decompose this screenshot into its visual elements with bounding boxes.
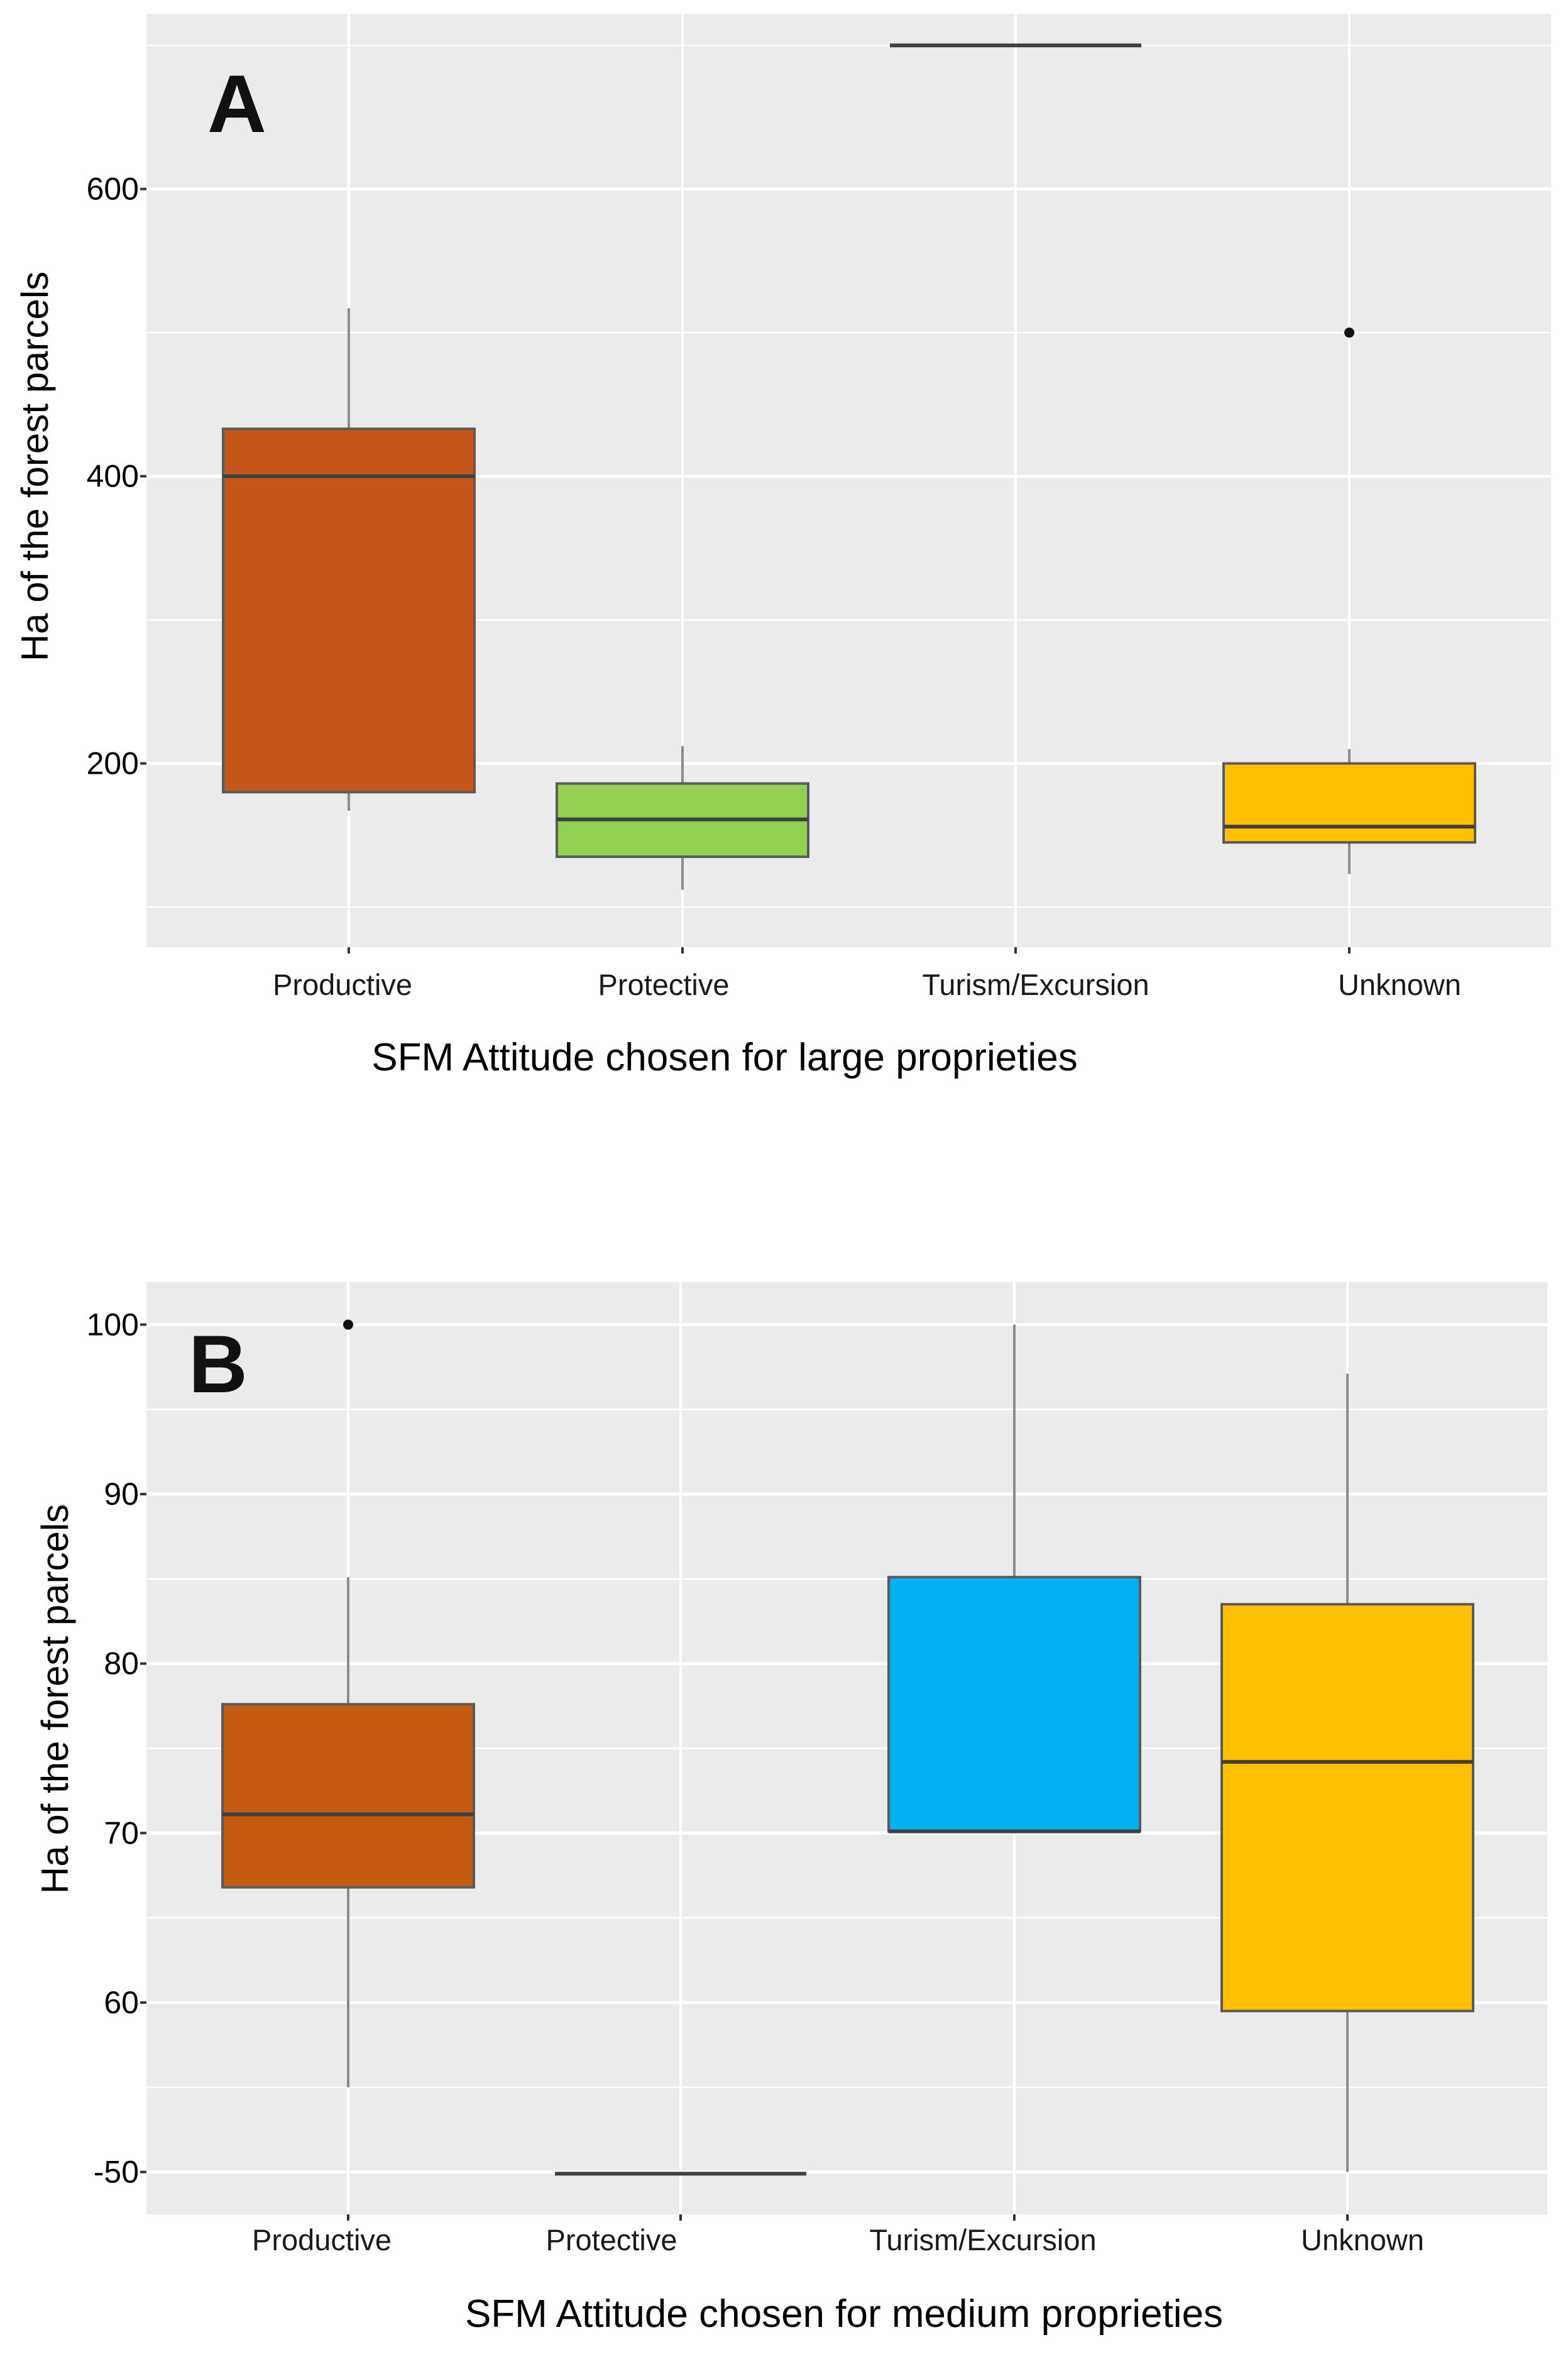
- y-axis-title-a: Ha of the forest parcels: [14, 272, 56, 661]
- x-tick-label: Turism/Excursion: [922, 968, 1149, 1001]
- x-tick-label: Unknown: [1338, 968, 1461, 1001]
- panel-letter-a: A: [207, 58, 266, 150]
- boxes-a: [222, 43, 1476, 890]
- x-axis-title-b: SFM Attitude chosen for medium proprieti…: [465, 2292, 1223, 2336]
- y-tick-label: 60: [104, 1985, 139, 2020]
- y-tick-label: 200: [87, 746, 139, 781]
- x-tick-labels-a: Productive Protective Turism/Excursion Unkn…: [273, 947, 1461, 1001]
- panel-a: 200 400 600 Productive Protective Turism/Exc…: [14, 14, 1551, 1079]
- x-tick-label: Turism/Excursion: [869, 2223, 1096, 2256]
- box-body: [221, 1703, 475, 1889]
- box-unknown: [1220, 1373, 1474, 2172]
- y-tick-labels-b: -50 60 70 80 90 100: [87, 1307, 146, 2190]
- y-tick-label: 90: [104, 1476, 139, 1512]
- panel-letter-b: B: [189, 1318, 248, 1410]
- y-tick-label: 100: [87, 1307, 139, 1342]
- y-tick-labels-a: 200 400 600: [87, 172, 146, 781]
- box-body: [1222, 762, 1476, 844]
- y-tick-label: 600: [87, 172, 139, 207]
- box-body: [222, 427, 476, 794]
- x-tick-label: Protective: [546, 2223, 677, 2256]
- x-tick-labels-b: Productive Protective Turism/Excursion Unkn…: [252, 2214, 1424, 2256]
- box-turism-excursion: [887, 1324, 1141, 1833]
- x-tick-label: Productive: [252, 2223, 392, 2256]
- y-tick-label: -50: [94, 2155, 139, 2190]
- x-tick-label: Productive: [273, 968, 412, 1001]
- x-axis-title-a: SFM Attitude chosen for large proprietie…: [371, 1036, 1077, 1079]
- box-body: [1220, 1603, 1474, 2013]
- box-unknown: [1222, 327, 1476, 874]
- box-productive: [222, 308, 476, 811]
- boxes-b: [221, 1319, 1474, 2176]
- x-tick-label: Protective: [598, 968, 730, 1001]
- y-tick-label: 80: [104, 1646, 139, 1681]
- outlier-point: [1344, 327, 1354, 338]
- box-productive: [221, 1319, 475, 2087]
- outlier-point: [343, 1319, 353, 1330]
- y-axis-title-b: Ha of the forest parcels: [34, 1504, 76, 1894]
- y-tick-label: 400: [87, 459, 139, 494]
- panel-b: -50 60 70 80 90 100 Productive Protective Turis…: [34, 1282, 1547, 2336]
- box-protective: [556, 746, 809, 890]
- x-tick-label: Unknown: [1301, 2223, 1424, 2256]
- y-tick-label: 70: [104, 1815, 139, 1850]
- box-body: [887, 1576, 1141, 1833]
